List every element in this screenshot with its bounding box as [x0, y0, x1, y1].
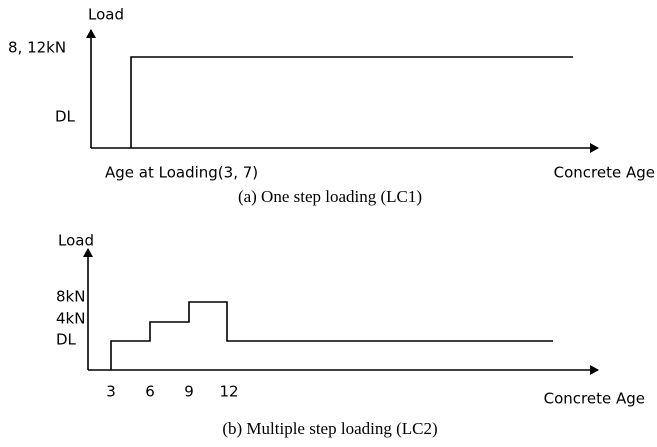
- y-axis-label: Load: [88, 6, 124, 24]
- y-label: DL: [56, 331, 77, 349]
- x-axis-label: Concrete Age: [544, 390, 645, 408]
- x-axis-label: Concrete Age: [554, 164, 655, 182]
- x-label: 6: [145, 383, 155, 401]
- y-axis-label: Load: [58, 232, 94, 250]
- load-steps: [110, 301, 553, 370]
- x-label: 3: [106, 383, 116, 401]
- x-step-label: Age at Loading(3, 7): [105, 164, 258, 182]
- y-label: 8kN: [56, 288, 85, 306]
- diagram-b: Load 8kN 4kN DL 3 6 9 12 Concrete Age (b…: [56, 232, 645, 438]
- load-step: [130, 56, 573, 148]
- y-label: DL: [55, 108, 76, 126]
- caption: (b) Multiple step loading (LC2): [222, 419, 437, 438]
- y-label: 8, 12kN: [8, 39, 66, 57]
- caption: (a) One step loading (LC1): [238, 187, 422, 206]
- diagram-a: Load 8, 12kN DL Age at Loading(3, 7) Con…: [8, 6, 655, 206]
- x-label: 12: [219, 383, 238, 401]
- x-label: 9: [184, 383, 194, 401]
- y-label: 4kN: [56, 310, 85, 328]
